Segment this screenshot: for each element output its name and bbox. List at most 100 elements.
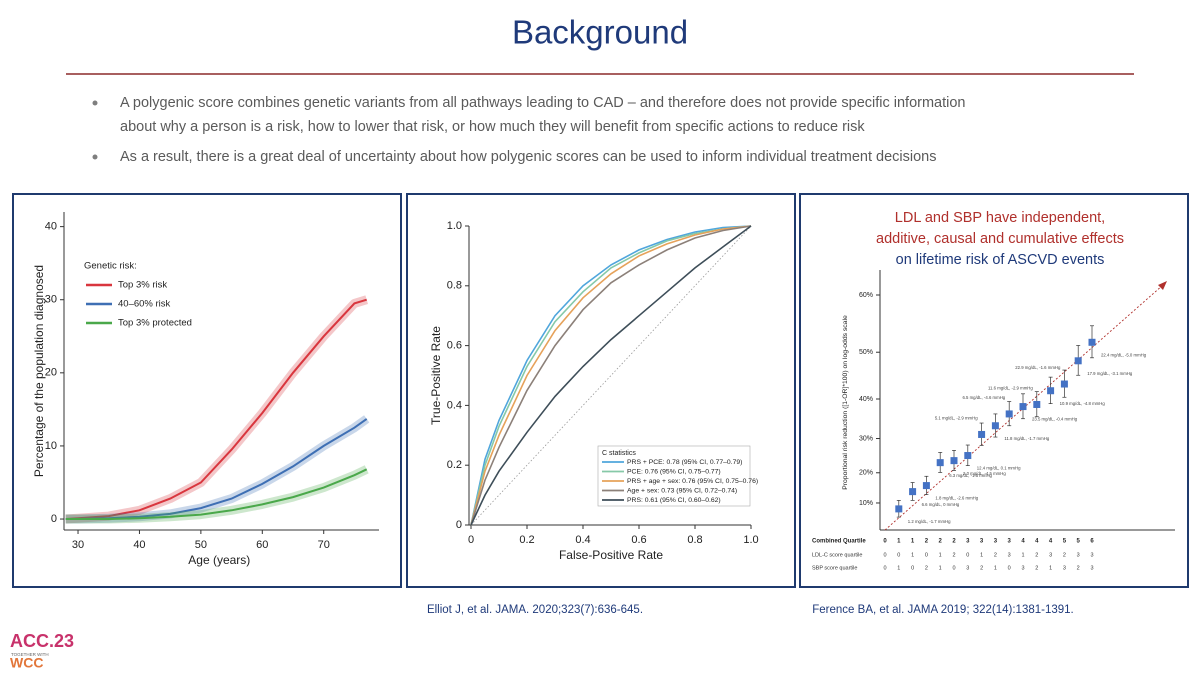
legend-label: PRS + age + sex: 0.76 (95% CI, 0.75–0.76… <box>627 478 758 485</box>
table-cell: 2 <box>925 565 928 571</box>
point <box>1074 357 1082 365</box>
series-line <box>470 225 752 526</box>
legend-box <box>597 445 751 507</box>
point <box>991 422 999 430</box>
table-cell: 1 <box>994 565 997 571</box>
point-label: 11.8 mg/dL, -1.7 mmHg <box>1004 436 1049 441</box>
table-cell: 0 <box>952 565 955 571</box>
x-tick-label: 0.6 <box>631 534 646 546</box>
point-label: 6.3 mg/dL, -1.5 mmHg <box>949 473 992 478</box>
y-tick-label: 40% <box>859 396 873 403</box>
table-cell: 3 <box>1021 565 1024 571</box>
point-label: 23.5 mg/dL, -0.4 mmHg <box>1032 417 1078 422</box>
legend-label: PCE: 0.76 (95% CI, 0.75–0.77) <box>627 468 721 475</box>
legend-label: PRS: 0.61 (95% CI, 0.60–0.62) <box>627 497 721 504</box>
table-cell: 2 <box>952 552 955 558</box>
risk-reduction-chart: LDL and SBP have independent, additive, c… <box>812 210 1175 571</box>
x-axis-label: False-Positive Rate <box>559 548 663 562</box>
series-line <box>65 468 368 520</box>
bullet-text: about why a person is a risk, how to low… <box>120 119 865 135</box>
table-cell: 2 <box>994 552 997 558</box>
table-cell: 3 <box>1077 552 1080 558</box>
y-tick-label: 0 <box>456 519 462 531</box>
x-tick-label: 0.8 <box>687 534 702 546</box>
y-tick-label: 0 <box>51 513 57 525</box>
table-cell: 2 <box>1077 565 1080 571</box>
x-tick-label: 5 <box>1063 539 1067 545</box>
x-tick-label: 3 <box>966 539 970 545</box>
y-axis-label: Proportional risk reduction ([1-OR]*100)… <box>842 315 849 490</box>
bullet-text: A polygenic score combines genetic varia… <box>120 95 965 111</box>
point-label: 2.0 mg/dL, -4.5 mmHg <box>963 471 1006 476</box>
y-tick-label: 40 <box>45 221 57 233</box>
table-cell: 1 <box>911 552 914 558</box>
table-cell: 0 <box>883 552 886 558</box>
citation: Elliot J, et al. JAMA. 2020;323(7):636-6… <box>427 604 643 616</box>
legend-title: C statistics <box>602 450 636 457</box>
slide-title: Background <box>512 14 688 51</box>
point-label: 10.9 mg/dL, -4.8 mmHg <box>1060 401 1106 406</box>
point-label: 6.6 mg/dL, 0 mmHg <box>922 502 960 507</box>
table-cell: 1 <box>897 565 900 571</box>
x-tick-label: 0.4 <box>575 534 590 546</box>
series-line <box>470 225 752 526</box>
x-tick-label: 0 <box>468 534 474 546</box>
table-cell: 0 <box>911 565 914 571</box>
logo-main: ACC.23 <box>10 631 74 651</box>
table-cell: 2 <box>1035 565 1038 571</box>
y-axis-label: True-Positive Rate <box>429 326 443 425</box>
table-cell: 3 <box>1049 552 1052 558</box>
chart-panel <box>12 193 402 588</box>
table-cell: 2 <box>980 565 983 571</box>
x-tick-label: 50 <box>195 539 207 551</box>
y-tick-label: 0.8 <box>447 280 462 292</box>
table-cell: 0 <box>883 565 886 571</box>
y-tick-label: 30 <box>45 294 57 306</box>
point <box>936 459 944 467</box>
point <box>964 452 972 460</box>
point-label: 17.9 mg/dL, -3.1 mmHg <box>1087 371 1133 376</box>
point-label: 6.5 mg/dL, -4.6 mmHg <box>962 395 1005 400</box>
y-tick-label: 60% <box>859 292 873 299</box>
x-tick-label: 2 <box>952 539 956 545</box>
table-cell: 1 <box>1049 565 1052 571</box>
point <box>1033 400 1041 408</box>
table-row-label: Combined Quartile <box>812 539 866 545</box>
y-tick-label: 20 <box>45 367 57 379</box>
table-cell: 3 <box>1090 565 1093 571</box>
y-tick-label: 0.6 <box>447 340 462 352</box>
point <box>1047 387 1055 395</box>
legend-label: 40–60% risk <box>118 299 171 310</box>
y-tick-label: 0.4 <box>447 399 462 411</box>
legend-label: Top 3% risk <box>118 280 167 291</box>
x-tick-label: 4 <box>1021 539 1025 545</box>
point-label: 1.8 mg/dL, -2.6 mmHg <box>935 496 978 501</box>
y-tick-label: 10% <box>859 500 873 507</box>
table-row-label: SBP score quartile <box>812 565 857 571</box>
table-cell: 1 <box>939 552 942 558</box>
table-cell: 3 <box>1090 552 1093 558</box>
x-tick-label: 2 <box>925 539 929 545</box>
point <box>1019 403 1027 411</box>
x-tick-label: 1 <box>897 539 901 545</box>
point-label: 11.6 mg/dL, -2.9 mmHg <box>988 386 1033 391</box>
bullet-dot <box>92 100 98 106</box>
table-cell: 2 <box>1063 552 1066 558</box>
series-line <box>470 225 752 526</box>
x-tick-label: 60 <box>256 539 268 551</box>
point-label: 12.4 mg/dL, 0.1 mmHg <box>977 466 1021 471</box>
x-axis-label: Age (years) <box>188 553 250 567</box>
x-tick-label: 3 <box>1008 539 1012 545</box>
point <box>922 482 930 490</box>
x-tick-label: 40 <box>133 539 145 551</box>
point-label: 1.2 mg/dL, -1.7 mmHg <box>908 519 951 524</box>
y-tick-label: 1.0 <box>447 220 462 232</box>
point <box>909 488 917 496</box>
y-tick-label: 10 <box>45 440 57 452</box>
bullet-text: As a result, there is a great deal of un… <box>120 149 936 165</box>
point <box>895 505 903 513</box>
table-cell: 0 <box>897 552 900 558</box>
x-tick-label: 30 <box>72 539 84 551</box>
x-tick-label: 70 <box>318 539 330 551</box>
